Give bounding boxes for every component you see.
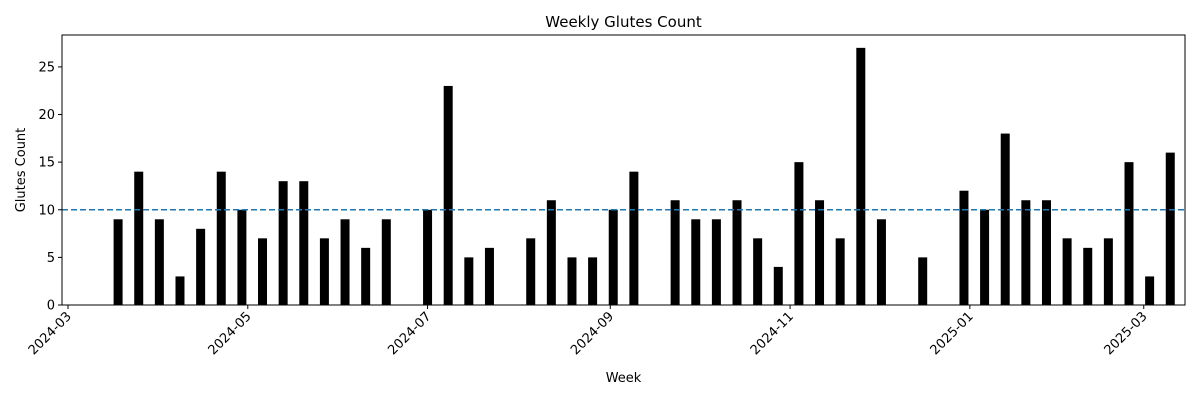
bar [1083, 247, 1093, 305]
axes-layer [61, 34, 1186, 306]
bar [918, 257, 928, 305]
bar [1062, 238, 1072, 305]
plot-frame [61, 34, 1186, 306]
y-ticks: 0 5 10 15 20 25 [38, 60, 62, 314]
bar [1165, 152, 1175, 305]
y-tick-label: 5 [47, 251, 55, 266]
y-tick-label: 20 [38, 108, 55, 123]
x-ticks: 2024-03 2024-05 2024-07 2024-09 2024-11 2025-… [26, 305, 1151, 358]
bar [319, 238, 329, 305]
bars-layer [113, 47, 1175, 306]
bar [773, 266, 783, 305]
bar [835, 238, 845, 305]
x-tick-label: 2024-09 [568, 309, 617, 358]
bar [196, 228, 206, 305]
bar [1124, 162, 1134, 305]
bar [154, 219, 164, 305]
x-tick-label: 2024-11 [748, 309, 797, 358]
chart-title: Weekly Glutes Count [545, 13, 702, 31]
bar [484, 247, 494, 305]
y-tick-label: 0 [47, 299, 55, 314]
bar [815, 200, 825, 305]
x-tick-label: 2024-05 [206, 309, 255, 358]
bar [753, 238, 763, 305]
bar [464, 257, 474, 305]
bar [381, 219, 391, 305]
x-tick-label: 2024-07 [385, 309, 434, 358]
x-tick-label: 2025-01 [928, 309, 977, 358]
bar [1145, 276, 1155, 305]
bar [526, 238, 536, 305]
bar [670, 200, 680, 305]
bar [423, 209, 433, 305]
y-axis-label: Glutes Count [14, 128, 29, 213]
bar [443, 85, 453, 305]
bar [711, 219, 721, 305]
bar [113, 219, 123, 305]
bar [175, 276, 185, 305]
bar [876, 219, 886, 305]
bar [361, 247, 371, 305]
bar [856, 47, 866, 306]
bar [216, 171, 226, 305]
bar [588, 257, 598, 305]
y-tick-label: 25 [38, 60, 55, 75]
bar [340, 219, 350, 305]
bar [608, 209, 618, 305]
x-tick-label: 2024-03 [26, 309, 75, 358]
bar [691, 219, 701, 305]
bar [546, 200, 556, 305]
bar [1000, 133, 1010, 305]
bar [299, 181, 309, 305]
bar [1021, 200, 1031, 305]
bar [134, 171, 144, 305]
x-tick-label: 2025-03 [1102, 309, 1151, 358]
bar [278, 181, 288, 305]
bar [794, 162, 804, 305]
bar [959, 190, 969, 305]
bar [629, 171, 639, 305]
bar [1041, 200, 1051, 305]
bar [258, 238, 268, 305]
bar [567, 257, 577, 305]
x-axis-label: Week [606, 371, 642, 386]
bar [237, 209, 247, 305]
bar [1103, 238, 1113, 305]
bar [732, 200, 742, 305]
y-tick-label: 10 [38, 203, 55, 218]
y-tick-label: 15 [38, 156, 55, 171]
bar [980, 209, 990, 305]
